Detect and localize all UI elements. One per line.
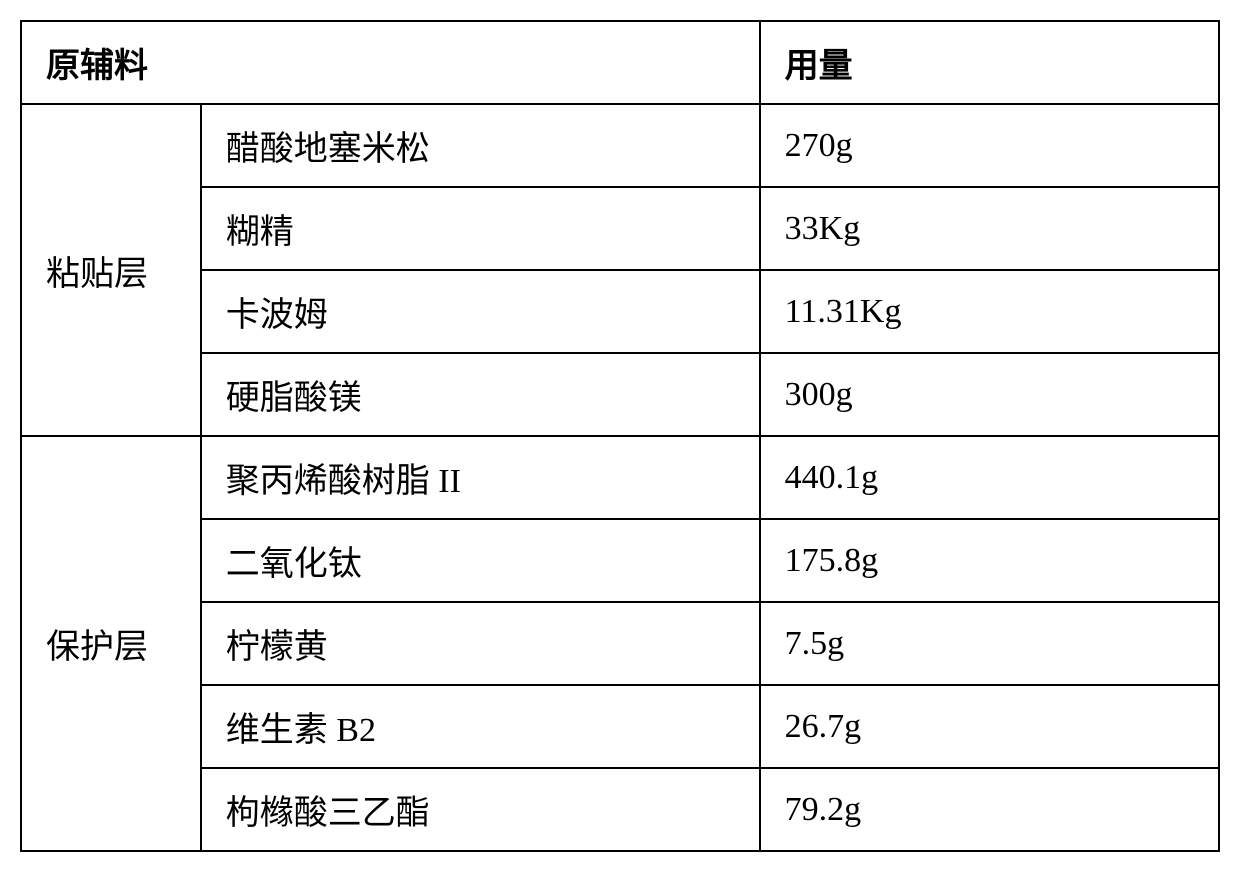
material-cell: 枸橼酸三乙酯 <box>201 768 760 851</box>
table-body: 粘贴层 醋酸地塞米松 270g 糊精 33Kg 卡波姆 11.31Kg 硬脂酸镁… <box>21 104 1219 851</box>
material-cell: 聚丙烯酸树脂 II <box>201 436 760 519</box>
material-cell: 柠檬黄 <box>201 602 760 685</box>
table-row: 粘贴层 醋酸地塞米松 270g <box>21 104 1219 187</box>
amount-cell: 7.5g <box>760 602 1219 685</box>
table-header-row: 原辅料 用量 <box>21 21 1219 104</box>
header-materials: 原辅料 <box>21 21 760 104</box>
table-row: 保护层 聚丙烯酸树脂 II 440.1g <box>21 436 1219 519</box>
table-row: 糊精 33Kg <box>21 187 1219 270</box>
material-cell: 维生素 B2 <box>201 685 760 768</box>
group-protective-layer: 保护层 <box>21 436 201 851</box>
table-row: 硬脂酸镁 300g <box>21 353 1219 436</box>
amount-cell: 440.1g <box>760 436 1219 519</box>
header-amount: 用量 <box>760 21 1219 104</box>
material-cell: 二氧化钛 <box>201 519 760 602</box>
ingredients-table: 原辅料 用量 粘贴层 醋酸地塞米松 270g 糊精 33Kg 卡波姆 11.31… <box>20 20 1220 852</box>
amount-cell: 26.7g <box>760 685 1219 768</box>
table-row: 柠檬黄 7.5g <box>21 602 1219 685</box>
material-cell: 醋酸地塞米松 <box>201 104 760 187</box>
amount-cell: 270g <box>760 104 1219 187</box>
amount-cell: 79.2g <box>760 768 1219 851</box>
table-row: 二氧化钛 175.8g <box>21 519 1219 602</box>
table-row: 枸橼酸三乙酯 79.2g <box>21 768 1219 851</box>
amount-cell: 33Kg <box>760 187 1219 270</box>
table-row: 维生素 B2 26.7g <box>21 685 1219 768</box>
material-cell: 硬脂酸镁 <box>201 353 760 436</box>
group-adhesive-layer: 粘贴层 <box>21 104 201 436</box>
material-cell: 糊精 <box>201 187 760 270</box>
table-row: 卡波姆 11.31Kg <box>21 270 1219 353</box>
amount-cell: 175.8g <box>760 519 1219 602</box>
amount-cell: 11.31Kg <box>760 270 1219 353</box>
amount-cell: 300g <box>760 353 1219 436</box>
material-cell: 卡波姆 <box>201 270 760 353</box>
